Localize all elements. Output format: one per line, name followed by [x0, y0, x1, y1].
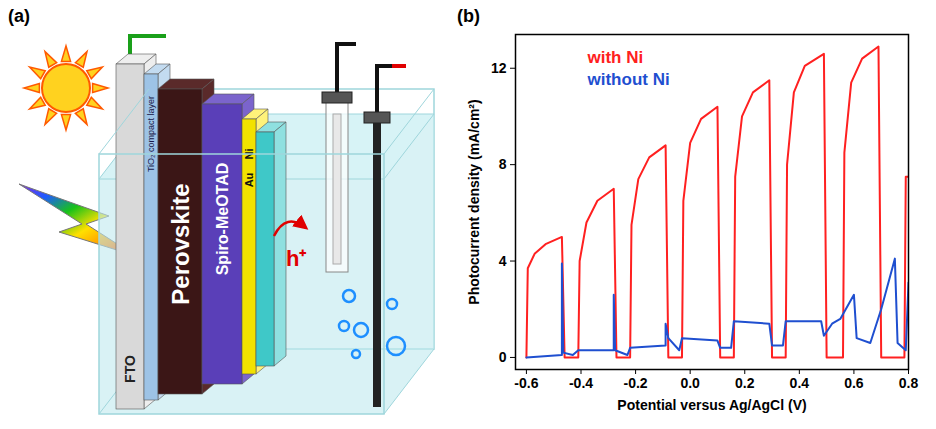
svg-text:0.0: 0.0 [680, 375, 700, 391]
svg-text:0.2: 0.2 [735, 375, 755, 391]
svg-text:8: 8 [499, 156, 507, 172]
svg-text:-0.2: -0.2 [624, 375, 648, 391]
svg-text:TiO₂ compact layer: TiO₂ compact layer [146, 96, 156, 172]
svg-text:0.8: 0.8 [899, 375, 919, 391]
svg-text:Perovskite: Perovskite [167, 183, 194, 304]
svg-text:Ni: Ni [243, 148, 255, 160]
svg-text:Potential versus Ag/AgCl (V): Potential versus Ag/AgCl (V) [617, 397, 806, 413]
svg-text:-0.4: -0.4 [569, 375, 593, 391]
svg-text:Photocurrent density (mA/cm²): Photocurrent density (mA/cm²) [466, 99, 482, 304]
svg-text:Au: Au [243, 173, 255, 188]
svg-text:12: 12 [491, 60, 507, 76]
svg-text:-0.6: -0.6 [514, 375, 538, 391]
svg-text:without Ni: without Ni [587, 70, 670, 89]
svg-text:with Ni: with Ni [587, 48, 644, 67]
html-text:(b): (b) [457, 6, 480, 26]
svg-text:Spiro-MeOTAD: Spiro-MeOTAD [214, 163, 231, 276]
svg-text:h⁺: h⁺ [286, 246, 307, 271]
svg-text:FTO: FTO [122, 355, 138, 383]
svg-text:0: 0 [499, 349, 507, 365]
svg-text:0.4: 0.4 [790, 375, 810, 391]
svg-text:0.6: 0.6 [844, 375, 864, 391]
svg-text:4: 4 [499, 253, 507, 269]
html-text:(a): (a) [8, 6, 30, 26]
